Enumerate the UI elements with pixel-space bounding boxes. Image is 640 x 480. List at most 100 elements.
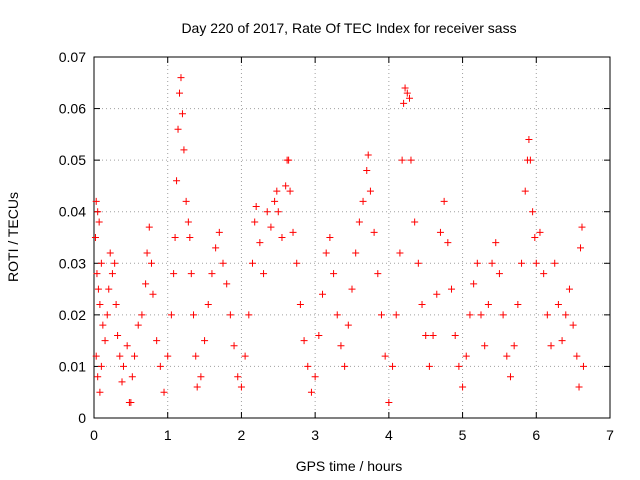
data-point	[326, 234, 334, 241]
x-tick-label: 3	[311, 427, 319, 443]
data-point	[422, 331, 430, 339]
data-point	[307, 388, 315, 396]
data-point	[411, 218, 419, 226]
data-point	[433, 290, 441, 298]
data-point	[237, 383, 245, 391]
data-point	[425, 362, 433, 370]
data-point	[147, 259, 155, 267]
data-point	[260, 270, 268, 278]
y-tick-label: 0.07	[59, 49, 86, 65]
data-point	[579, 362, 587, 370]
data-point	[219, 259, 227, 267]
data-point	[330, 270, 338, 278]
data-point	[201, 337, 209, 345]
x-tick-label: 6	[532, 427, 540, 443]
y-tick-label: 0.03	[59, 255, 86, 271]
data-point	[514, 301, 522, 309]
data-point	[176, 89, 184, 97]
data-point	[282, 182, 290, 190]
data-point	[451, 331, 459, 339]
data-point	[174, 125, 182, 133]
data-point	[398, 156, 406, 164]
data-point	[92, 197, 100, 205]
data-point	[466, 311, 474, 319]
data-point	[503, 352, 511, 360]
y-tick-label: 0.04	[59, 204, 86, 220]
x-tick-label: 2	[238, 427, 246, 443]
data-point	[215, 228, 223, 236]
data-point	[145, 223, 153, 231]
data-point	[230, 342, 238, 350]
data-point	[245, 311, 253, 319]
data-point	[143, 249, 151, 257]
data-point	[374, 270, 382, 278]
data-point	[573, 352, 581, 360]
data-point	[459, 383, 467, 391]
data-point	[204, 301, 212, 309]
data-point	[118, 378, 126, 386]
data-point	[92, 352, 100, 360]
data-point	[94, 285, 102, 293]
data-point	[396, 249, 404, 257]
data-point	[95, 218, 103, 226]
y-tick-label: 0.01	[59, 358, 86, 374]
data-point	[554, 301, 562, 309]
y-tick-label: 0.05	[59, 152, 86, 168]
data-point	[170, 270, 178, 278]
data-point	[470, 280, 478, 288]
data-point	[208, 270, 216, 278]
data-point	[322, 249, 330, 257]
data-point	[223, 280, 231, 288]
data-point	[127, 399, 135, 407]
data-point	[293, 259, 301, 267]
data-point	[455, 362, 463, 370]
data-point	[182, 197, 190, 205]
data-point	[112, 301, 120, 309]
data-point	[153, 337, 161, 345]
data-point	[186, 234, 194, 241]
data-point	[363, 166, 371, 174]
data-point	[286, 187, 294, 195]
y-axis-label: ROTI / TECUs	[5, 192, 21, 282]
data-point	[142, 280, 150, 288]
data-point	[296, 301, 304, 309]
x-tick-label: 5	[459, 427, 467, 443]
data-point	[400, 99, 408, 107]
data-point	[565, 285, 573, 293]
data-point	[543, 311, 551, 319]
data-point	[108, 270, 116, 278]
data-point	[551, 259, 559, 267]
data-points	[91, 74, 587, 407]
data-point	[138, 311, 146, 319]
data-point	[547, 342, 555, 350]
data-point	[119, 362, 127, 370]
data-point	[273, 187, 281, 195]
data-point	[531, 234, 539, 241]
data-point	[385, 399, 393, 407]
data-point	[414, 259, 422, 267]
data-point	[177, 74, 185, 82]
data-point	[344, 321, 352, 329]
data-point	[123, 342, 131, 350]
data-point	[499, 311, 507, 319]
data-point	[484, 301, 492, 309]
data-point	[101, 337, 109, 345]
data-point	[114, 331, 122, 339]
data-point	[333, 311, 341, 319]
data-point	[575, 383, 583, 391]
data-point	[569, 321, 577, 329]
data-point	[444, 239, 452, 247]
data-point	[562, 311, 570, 319]
data-point	[518, 259, 526, 267]
data-point	[134, 321, 142, 329]
data-point	[263, 208, 271, 216]
data-point	[131, 352, 139, 360]
data-point	[267, 223, 275, 231]
data-point	[392, 311, 400, 319]
data-point	[97, 259, 105, 267]
data-point	[440, 197, 448, 205]
data-point	[348, 285, 356, 293]
data-point	[578, 223, 586, 231]
data-point	[389, 362, 397, 370]
data-point	[525, 136, 533, 144]
